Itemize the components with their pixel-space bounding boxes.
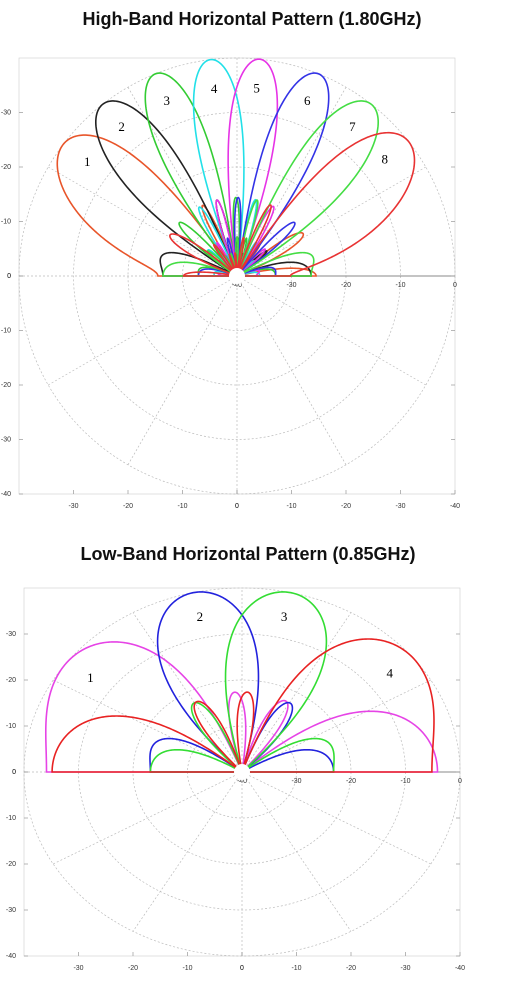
y-tick-label: -20 xyxy=(1,164,11,171)
y-tick-label: -40 xyxy=(6,953,16,960)
beam-label: 2 xyxy=(197,609,204,624)
radial-line xyxy=(53,771,243,865)
center-dot xyxy=(234,764,250,780)
chart-title: Low-Band Horizontal Pattern (0.85GHz) xyxy=(80,544,415,564)
x-tick-label: -10 xyxy=(177,503,187,510)
y-tick-label: -30 xyxy=(6,631,16,638)
x-tick-label: -20 xyxy=(346,965,356,972)
x-tick-label: -20 xyxy=(123,503,133,510)
radial-line xyxy=(53,679,243,773)
radial-line xyxy=(236,275,347,465)
r-tick-label: 0 xyxy=(458,778,462,785)
beam-pattern xyxy=(169,131,416,277)
y-tick-label: -10 xyxy=(1,218,11,225)
x-tick-label: -40 xyxy=(455,965,465,972)
radial-line xyxy=(48,166,238,277)
beam-label: 5 xyxy=(253,81,260,96)
radial-line xyxy=(48,275,238,386)
beam-label: 4 xyxy=(386,666,393,681)
r-tick-label: -20 xyxy=(346,778,356,785)
center-dot xyxy=(229,268,245,284)
r-tick-label: -30 xyxy=(291,778,301,785)
x-tick-label: 0 xyxy=(240,965,244,972)
x-tick-label: 0 xyxy=(240,965,244,972)
r-tick-label: 0 xyxy=(453,282,457,289)
y-tick-label: -20 xyxy=(1,382,11,389)
y-tick-label: -30 xyxy=(1,436,11,443)
y-tick-label: -20 xyxy=(6,677,16,684)
radial-line xyxy=(241,679,431,773)
x-tick-label: -10 xyxy=(291,965,301,972)
x-tick-label: -10 xyxy=(182,965,192,972)
radial-line xyxy=(241,771,352,932)
x-tick-label: -30 xyxy=(400,965,410,972)
beam-pattern xyxy=(149,591,335,773)
beam-pattern xyxy=(51,638,435,773)
x-tick-label: -30 xyxy=(73,965,83,972)
x-tick-label: -30 xyxy=(68,503,78,510)
x-tick-label: -10 xyxy=(286,503,296,510)
beam-pattern xyxy=(44,641,439,773)
y-tick-label: 0 xyxy=(12,769,16,776)
beam-label: 1 xyxy=(87,670,94,685)
radial-line xyxy=(127,275,238,465)
radial-line xyxy=(132,771,243,932)
chart-title: High-Band Horizontal Pattern (1.80GHz) xyxy=(82,9,421,29)
y-tick-label: -20 xyxy=(6,861,16,868)
y-tick-label: -40 xyxy=(1,491,11,498)
beam-pattern xyxy=(149,591,335,773)
beam-label: 7 xyxy=(349,119,356,134)
beam-label: 3 xyxy=(164,93,171,108)
r-tick-label: -10 xyxy=(395,282,405,289)
radial-line xyxy=(236,275,426,386)
radial-line xyxy=(241,612,352,773)
y-tick-label: -10 xyxy=(6,723,16,730)
beam-label: 1 xyxy=(84,154,91,169)
y-tick-label: 0 xyxy=(7,273,11,280)
beam-label: 2 xyxy=(118,119,125,134)
x-tick-label: -40 xyxy=(450,503,460,510)
x-tick-label: -20 xyxy=(128,965,138,972)
radial-line xyxy=(132,612,243,773)
radial-line xyxy=(236,166,426,277)
y-tick-label: 0 xyxy=(12,769,16,776)
radial-line xyxy=(241,771,431,865)
r-tick-label: -20 xyxy=(341,282,351,289)
r-tick-label: -10 xyxy=(400,778,410,785)
y-tick-label: -10 xyxy=(1,327,11,334)
y-tick-label: -30 xyxy=(1,109,11,116)
beam-label: 3 xyxy=(281,609,288,624)
x-tick-label: 0 xyxy=(235,503,239,510)
beam-label: 8 xyxy=(381,152,388,167)
x-tick-label: -20 xyxy=(341,503,351,510)
y-tick-label: -10 xyxy=(6,815,16,822)
beam-label: 4 xyxy=(211,81,218,96)
beam-label: 6 xyxy=(304,93,311,108)
x-tick-label: 0 xyxy=(235,503,239,510)
x-tick-label: -30 xyxy=(395,503,405,510)
y-tick-label: -30 xyxy=(6,907,16,914)
y-tick-label: 0 xyxy=(7,273,11,280)
r-tick-label: -30 xyxy=(286,282,296,289)
